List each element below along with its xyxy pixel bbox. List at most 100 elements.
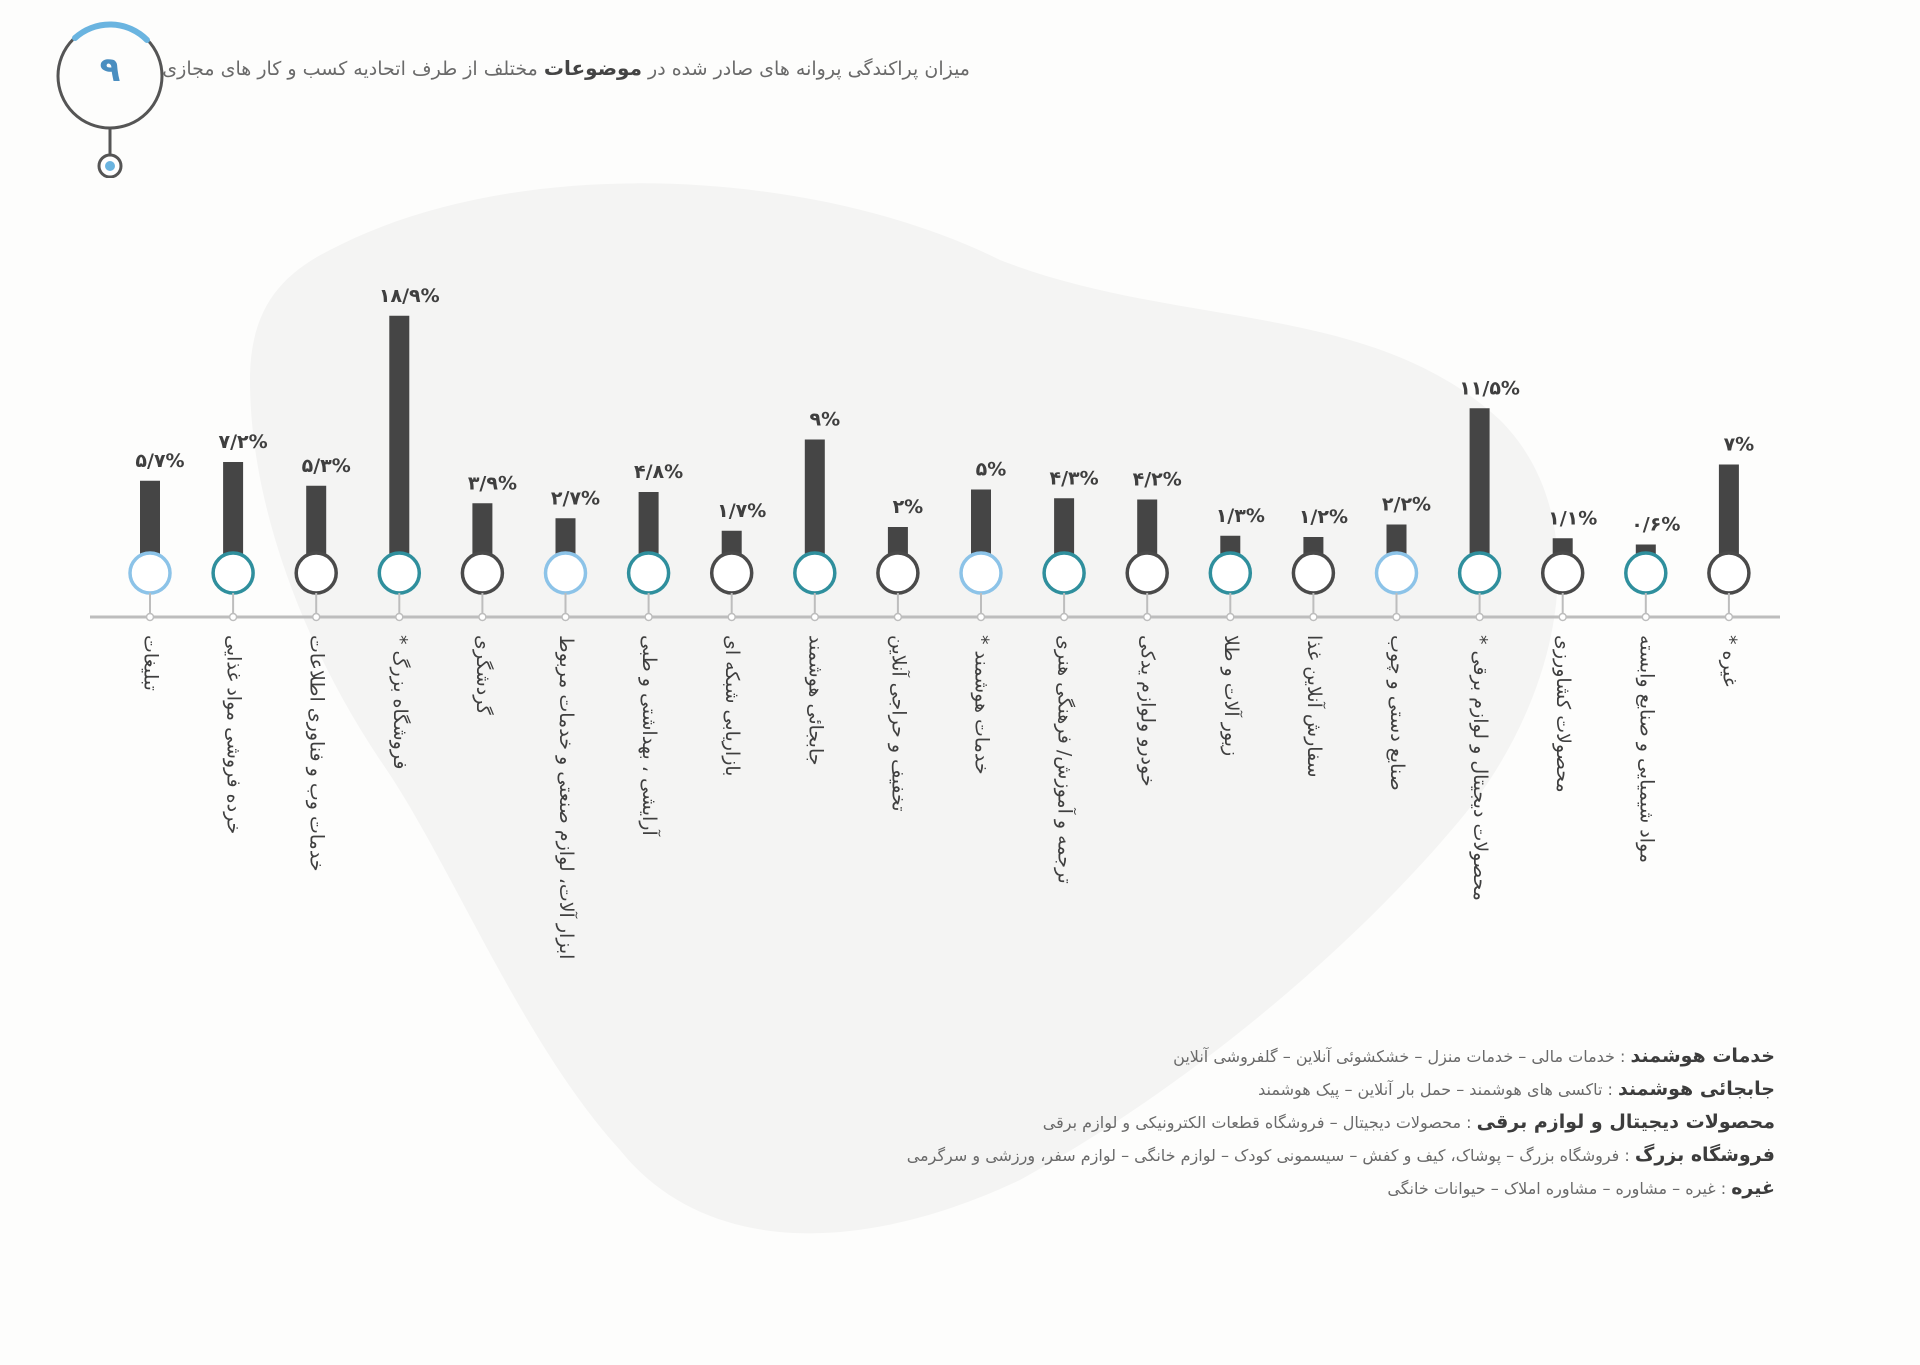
note-description: خدمات مالی – خدمات منزل – خشکشوئی آنلاین… — [1173, 1047, 1615, 1066]
bar-circle-marker — [460, 551, 505, 595]
badge-graphic — [56, 21, 164, 178]
note-term: فروشگاه بزرگ — [1634, 1144, 1775, 1166]
bar-circle-marker — [543, 551, 588, 595]
category-label: ابزار آلات، لوازم صنعتی و خدمات مربوط — [555, 635, 579, 959]
data-label: ۱۸/۹% — [379, 285, 440, 307]
data-label: ۱/۷% — [717, 500, 766, 522]
note-line: فروشگاه بزرگ : فروشگاه بزرگ – پوشاک، کیف… — [625, 1139, 1775, 1172]
data-label: ۲% — [893, 496, 924, 518]
category-label: مواد شیمیایی و صنایع وابسته — [1635, 635, 1657, 863]
axis-tick-dot — [1475, 612, 1484, 622]
data-label: ۱/۳% — [1216, 505, 1265, 527]
note-separator: : — [1614, 1047, 1631, 1066]
note-separator: : — [1715, 1179, 1732, 1198]
title-emphasis: موضوعات — [543, 56, 642, 80]
axis-tick-dot — [1392, 612, 1401, 622]
page-number: ۹ — [99, 50, 121, 90]
bar — [555, 518, 576, 555]
bar-circle-marker — [1125, 551, 1169, 595]
note-separator: : — [1461, 1113, 1477, 1132]
note-line: جابجائی هوشمند : تاکسی های هوشمند – حمل … — [625, 1073, 1775, 1106]
page-number-badge: ۹ — [55, 18, 165, 178]
data-label: ۹% — [809, 409, 840, 431]
axis-tick-dot — [395, 612, 404, 622]
category-label: صنایع دستی و چوب — [1386, 635, 1408, 791]
data-label: ۵/۳% — [302, 455, 351, 477]
data-label: ۷/۲% — [219, 431, 268, 453]
data-label: ۱/۱% — [1548, 507, 1597, 529]
axis-tick-dot — [1724, 612, 1734, 622]
note-description: غیره – مشاوره – مشاوره املاک – حیوانات خ… — [1387, 1179, 1716, 1198]
note-separator: : — [1619, 1146, 1635, 1165]
category-label: غیره * — [1718, 635, 1740, 687]
category-label: محصولات کشاورزی — [1552, 635, 1574, 793]
data-label: ۰/۶% — [1631, 514, 1680, 536]
bar-circle-marker — [1457, 551, 1502, 595]
category-label: خودرو ولوازم یدکی — [1137, 635, 1159, 787]
category-label: ترجمه و آموزش/ فرهنگی هنری — [1054, 635, 1078, 884]
axis-tick-dot — [1059, 612, 1069, 622]
category-label: زیور آلات و طلا — [1220, 635, 1244, 756]
axis-tick-dot — [893, 612, 903, 622]
note-term: جابجائی هوشمند — [1617, 1078, 1775, 1100]
note-line: خدمات هوشمند : خدمات مالی – خدمات منزل –… — [625, 1040, 1775, 1073]
bar-circle-marker — [1042, 551, 1086, 595]
note-term: محصولات دیجیتال و لوازم برقی — [1476, 1111, 1775, 1133]
title-part-2: مختلف از طرف اتحادیه کسب و کار های مجازی — [162, 58, 538, 80]
bar-circle-marker — [1374, 551, 1419, 595]
category-label: خدمات وب و فناوری اطلاعات — [306, 635, 328, 872]
axis-tick-dot — [1226, 612, 1235, 622]
bar-circle-marker — [959, 551, 1003, 595]
axis-tick-dot — [976, 612, 986, 622]
category-label: گردشگری — [472, 635, 495, 716]
axis-tick-dot — [145, 612, 155, 622]
page-title: میزان پراکندگی پروانه های صادر شده در مو… — [162, 56, 970, 80]
axis-tick-dot — [1641, 612, 1651, 622]
bar-circle-marker — [211, 551, 255, 595]
category-label: فروشگاه بزرگ * — [389, 635, 412, 769]
category-label: محصولات دیجیتال و لوازم برقی * — [1469, 635, 1491, 901]
category-label: بازاریابی شبکه ای — [721, 635, 743, 776]
note-line: محصولات دیجیتال و لوازم برقی : محصولات د… — [625, 1106, 1775, 1139]
data-label: ۴/۲% — [1133, 469, 1182, 491]
bar-circle-marker — [709, 551, 754, 595]
axis-tick-dot — [810, 612, 820, 622]
bar — [389, 315, 410, 555]
bar — [1054, 498, 1075, 555]
bar — [1303, 537, 1324, 555]
axis-tick-dot — [311, 612, 321, 622]
bar-circle-marker — [1624, 551, 1668, 595]
axis-tick-dot — [478, 612, 487, 622]
bar-circle-marker — [626, 551, 671, 595]
note-line: غیره : غیره – مشاوره – مشاوره املاک – حی… — [625, 1172, 1775, 1205]
axis-tick-dot — [727, 612, 736, 622]
bar — [721, 530, 742, 555]
bar — [1635, 544, 1656, 555]
bar-circle-marker — [1707, 551, 1751, 595]
axis-tick-dot — [1142, 612, 1152, 622]
bar-circle-marker — [377, 551, 422, 595]
data-label: ۴/۳% — [1050, 467, 1099, 489]
note-description: تاکسی های هوشمند – حمل بار آنلاین – پیک … — [1258, 1080, 1603, 1099]
axis-tick-dot — [644, 612, 653, 622]
note-term: خدمات هوشمند — [1630, 1045, 1775, 1067]
data-label: ۱۱/۵% — [1459, 377, 1520, 399]
axis-tick-dot — [228, 612, 238, 622]
category-label: سفارش آنلاین غذا — [1303, 635, 1327, 778]
bar — [638, 492, 659, 555]
bar — [1386, 524, 1407, 555]
bar-circle-marker — [793, 551, 837, 595]
bar-circle-marker — [1291, 551, 1336, 595]
category-label: تبلیغات — [140, 635, 162, 691]
axis-tick-dot — [561, 612, 570, 622]
data-label: ۲/۲% — [1382, 494, 1431, 516]
category-label: خدمات هوشمند * — [971, 635, 993, 775]
bar — [223, 462, 244, 555]
category-label: جابجائی هوشمند — [804, 635, 826, 766]
category-label: تخفیف و حراجی آنلاین — [887, 635, 911, 812]
title-part-1: میزان پراکندگی پروانه های صادر شده در — [648, 58, 970, 80]
bar — [971, 489, 991, 555]
note-description: فروشگاه بزرگ – پوشاک، کیف و کفش – سیسمون… — [906, 1146, 1620, 1165]
